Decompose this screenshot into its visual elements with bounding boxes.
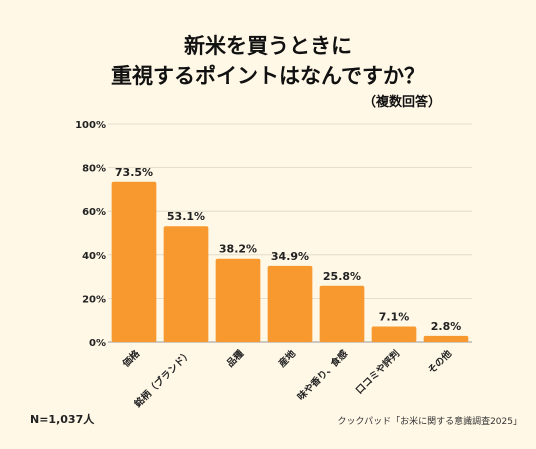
chart-title-line-1: 新米を買うときに [184,34,352,58]
bar-value-label: 53.1% [167,210,205,223]
bar [215,258,261,342]
bar-value-label: 2.8% [431,320,462,333]
bar [423,335,469,342]
sample-size-note: N=1,037人 [30,413,95,426]
y-tick-label: 100% [75,120,106,131]
bar-value-label: 7.1% [379,311,410,324]
source-note: クックパッド「お米に関する意識調査2025」 [337,417,522,427]
category-label: 味や香り、食感 [295,347,351,403]
category-label: その他 [425,347,454,376]
bar [111,181,157,342]
y-tick-label: 80% [82,164,106,175]
y-tick-label: 20% [82,294,106,305]
y-tick-label: 0% [89,338,106,349]
y-tick-label: 60% [82,207,106,218]
category-label: 産地 [276,347,298,369]
chart-subtitle: （複数回答） [362,95,441,110]
bar [319,285,365,342]
bar-value-label: 38.2% [219,243,257,256]
category-label: 品種 [224,347,246,369]
bar [267,265,313,342]
bar-value-label: 25.8% [323,270,361,283]
bar [163,226,209,342]
y-tick-label: 40% [82,251,106,262]
category-label: 価格 [119,347,142,370]
category-label: 口コミや評判 [353,348,402,397]
bar-value-label: 73.5% [115,166,153,179]
bar-value-label: 34.9% [271,250,309,263]
chart-title-line-2: 重視するポイントはなんですか？ [111,64,425,88]
bar [371,326,417,342]
